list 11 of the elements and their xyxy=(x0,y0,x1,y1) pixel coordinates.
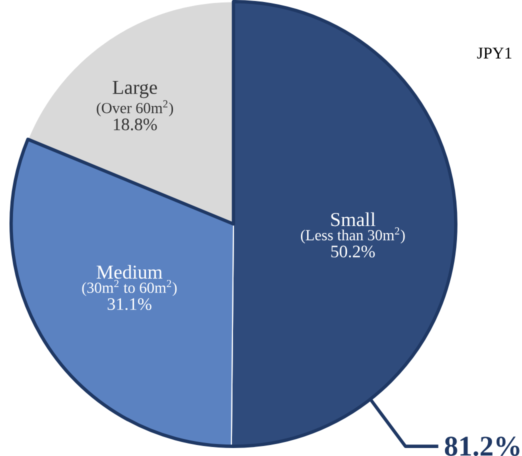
text: 81.2% xyxy=(444,436,520,456)
text: JPY1 xyxy=(477,48,512,59)
slice-label: Small xyxy=(331,212,376,226)
data-label: 50.2% xyxy=(331,246,375,258)
text: (Over 60m$^{2}$) xyxy=(96,100,174,116)
slice-label: Large xyxy=(112,81,157,98)
data-label: 31.1% xyxy=(108,298,152,310)
text: (Less than 30m$^{2}$) xyxy=(300,227,405,244)
slice-label: Medium xyxy=(96,264,162,279)
text: (30m$^{2}$ to 60m$^{2}$) xyxy=(82,280,177,296)
data-label: 18.8% xyxy=(114,118,157,130)
